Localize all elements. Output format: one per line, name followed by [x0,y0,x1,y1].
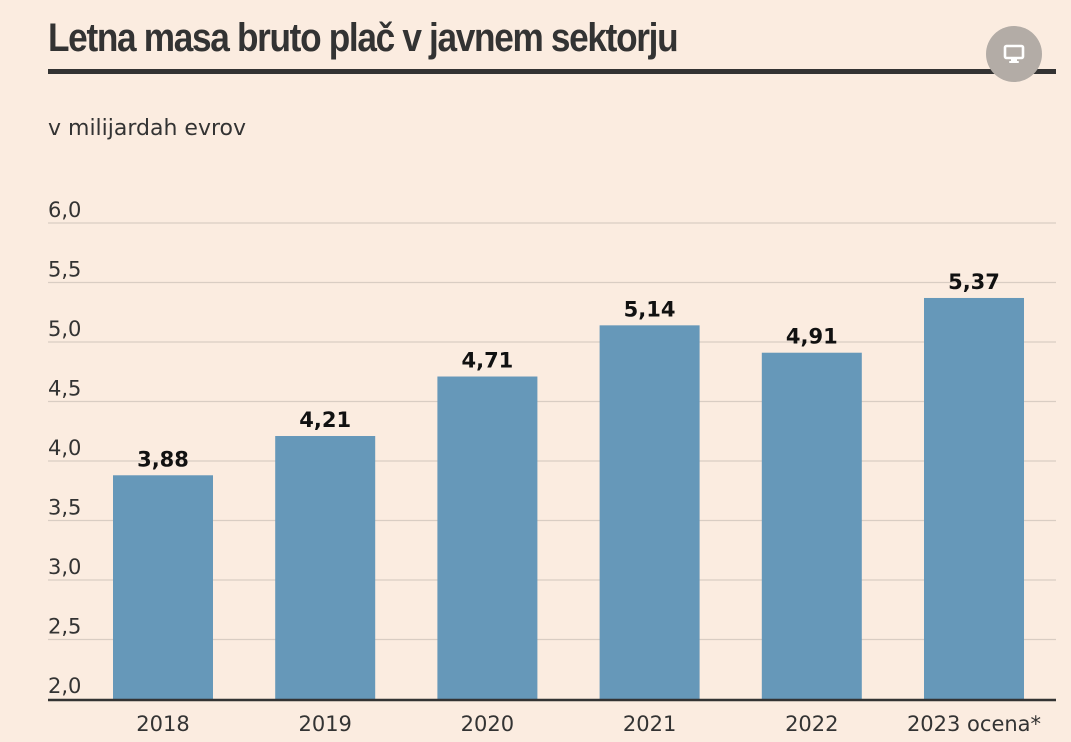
bar [437,376,538,699]
x-tick-label: 2018 [136,712,189,736]
chart-subtitle: v milijardah evrov [48,116,247,141]
x-tick-label: 2021 [623,712,676,736]
data-label: 5,14 [624,297,676,321]
gridlines [48,222,1056,641]
monitor-button[interactable] [986,26,1042,82]
data-label: 4,21 [299,408,351,432]
x-tick-label: 2022 [785,712,838,736]
y-tick-label: 5,0 [48,317,81,341]
title-divider [48,69,1056,74]
data-label: 3,88 [137,447,189,471]
bar [761,352,862,699]
bar [924,297,1024,699]
y-tick-label: 2,0 [48,674,81,698]
y-tick-label: 3,0 [48,555,81,579]
bar [275,436,376,699]
y-tick-label: 3,5 [48,496,81,520]
data-label: 4,91 [786,325,838,349]
y-tick-label: 4,0 [48,436,81,460]
bar [599,325,700,699]
bar [113,475,213,699]
bars [113,297,1024,699]
data-label: 4,71 [461,349,513,373]
y-tick-label: 2,5 [48,615,81,639]
chart-title: Letna masa bruto plač v javnem sektorju [48,16,679,60]
x-tick-label: 2020 [461,712,514,736]
y-tick-label: 5,5 [48,258,81,282]
y-tick-label: 4,5 [48,377,81,401]
x-tick-label: 2019 [298,712,351,736]
x-tick-label: 2023 ocena* [907,712,1041,736]
monitor-icon [1003,44,1025,63]
y-axis-ticks: 2,0 2,5 3,0 3,5 4,0 4,5 5,0 5,5 6,0 [48,198,81,698]
y-tick-label: 6,0 [48,198,81,222]
data-labels: 3,88 4,21 4,71 5,14 4,91 5,37 [137,270,1000,471]
x-axis-ticks: 2018 2019 2020 2021 2022 2023 ocena* [136,712,1041,736]
data-label: 5,37 [948,270,1000,294]
